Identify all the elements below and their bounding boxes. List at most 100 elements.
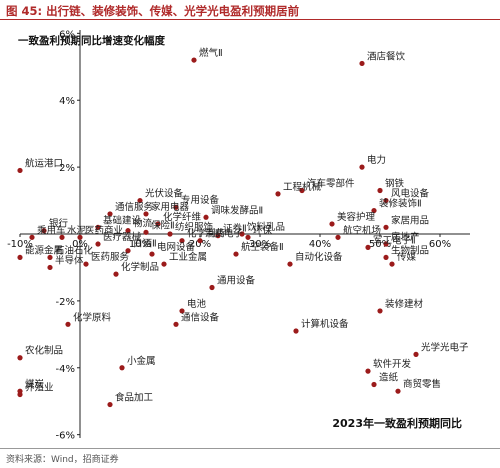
point-label: 军工电子Ⅱ — [373, 234, 416, 246]
point-label: 化学制药 — [187, 228, 225, 240]
point-label: 保险Ⅱ — [151, 219, 175, 231]
data-point — [383, 224, 389, 230]
point-label: 通信服务 — [115, 201, 154, 213]
title-rule — [0, 19, 500, 20]
point-label: 化学制品 — [121, 261, 159, 273]
point-label: 航空机场 — [343, 224, 381, 236]
data-point — [143, 211, 149, 217]
point-label: 化学原料 — [73, 311, 112, 323]
point-label: 饮料乳品 — [247, 221, 285, 233]
data-point — [29, 234, 35, 240]
point-label: 电力 — [367, 154, 386, 166]
point-label: 基础建设 — [103, 214, 142, 226]
data-point — [365, 368, 371, 374]
data-point — [197, 238, 203, 244]
data-point — [179, 308, 185, 314]
point-label: 食品加工 — [115, 392, 154, 404]
x-tick-label: 30% — [249, 239, 271, 250]
data-point — [377, 308, 383, 314]
point-label: 煤炭 — [25, 378, 45, 390]
point-label: 通信设备 — [181, 311, 220, 323]
x-tick-label: 60% — [429, 239, 451, 250]
data-point — [359, 60, 365, 67]
point-label: 美容护理 — [337, 211, 376, 223]
point-label: 计算机设备 — [301, 318, 349, 330]
data-point — [167, 231, 173, 237]
data-point — [215, 233, 221, 239]
figure-title-text: 出行链、装修装饰、传媒、光学光电盈利预期居前 — [46, 4, 300, 18]
x-tick-label: 0% — [72, 239, 88, 250]
data-point — [47, 254, 53, 261]
data-point — [143, 229, 149, 235]
point-label: 房地产 — [391, 231, 420, 243]
data-point — [161, 261, 167, 267]
y-tick-label: 4% — [59, 96, 75, 107]
data-point — [65, 321, 71, 327]
figure-title: 图 45: 出行链、装修装饰、传媒、光学光电盈利预期居前 — [6, 3, 299, 19]
data-point — [173, 321, 179, 327]
y-tick-label: 2% — [59, 163, 75, 174]
point-label: 商贸零售 — [403, 378, 441, 390]
data-point — [125, 228, 131, 234]
point-label: 白酒Ⅱ — [133, 238, 157, 250]
point-label: 风电设备 — [391, 188, 430, 200]
y-tick-label: -4% — [56, 364, 75, 375]
data-point — [395, 388, 401, 394]
data-point — [209, 284, 215, 291]
point-label: 环保 — [253, 224, 273, 236]
point-label: 养殖业 — [25, 382, 54, 394]
point-label: 石油石化 — [55, 244, 94, 256]
point-label: 半导体 — [55, 254, 84, 266]
data-point — [155, 221, 161, 227]
point-label: 电池 — [187, 298, 207, 310]
x-tick-label: 50% — [369, 239, 391, 250]
y-axis-title: 一致盈利预期同比增速变化幅度 — [18, 34, 165, 47]
point-label: 乘用车 — [37, 224, 66, 236]
data-point — [125, 248, 131, 254]
point-label: 自动化设备 — [295, 251, 343, 263]
source-note: 资料来源：Wind，招商证券 — [6, 455, 119, 465]
point-label: 家用电器 — [151, 201, 190, 213]
data-point — [371, 381, 377, 388]
data-point — [329, 221, 335, 227]
scatter-chart: 一致盈利预期同比增速变化幅度 2023年一致盈利预期同比 -10% 0% 10% 20% 3… — [7, 29, 470, 442]
data-point — [83, 261, 89, 267]
data-point — [389, 261, 395, 267]
data-point — [371, 207, 377, 214]
point-label: 装修建材 — [385, 298, 424, 310]
data-point — [107, 401, 113, 408]
figure-label: 图 45: — [6, 4, 43, 18]
point-label: 专用设备 — [181, 194, 220, 206]
point-label: 传媒 — [397, 251, 417, 263]
point-label: 医药商业 — [85, 224, 123, 236]
data-point — [173, 204, 179, 210]
data-point — [77, 234, 83, 240]
point-label: 装修装饰Ⅱ — [379, 198, 422, 210]
point-label: 证券Ⅱ — [223, 223, 247, 235]
point-label: 纺织服饰 — [175, 221, 213, 233]
data-point — [299, 187, 305, 194]
data-point — [17, 167, 23, 174]
x-axis-title: 2023年一致盈利预期同比 — [332, 416, 462, 430]
x-tick-label: 10% — [129, 239, 151, 250]
point-label: 医药服务 — [91, 251, 130, 263]
point-label: 航空装备Ⅱ — [241, 241, 284, 253]
point-label: 钢铁 — [385, 178, 405, 190]
data-point — [359, 164, 365, 170]
point-label: 能源金属 — [25, 244, 63, 256]
data-point — [245, 234, 251, 240]
point-label: 化学纤维 — [163, 211, 202, 223]
data-point — [179, 238, 185, 244]
data-point — [95, 241, 101, 247]
point-label: 小金属 — [127, 355, 156, 367]
point-label: 家居用品 — [391, 214, 429, 226]
data-point — [95, 224, 101, 230]
point-label: 光伏设备 — [145, 188, 184, 200]
data-point — [113, 271, 119, 277]
point-label: 航运港口 — [25, 157, 63, 169]
data-point — [41, 228, 47, 234]
point-label: 水泥 — [67, 224, 87, 236]
point-label: 电网设备 — [157, 241, 196, 253]
data-point — [17, 355, 23, 361]
data-point — [149, 251, 155, 257]
